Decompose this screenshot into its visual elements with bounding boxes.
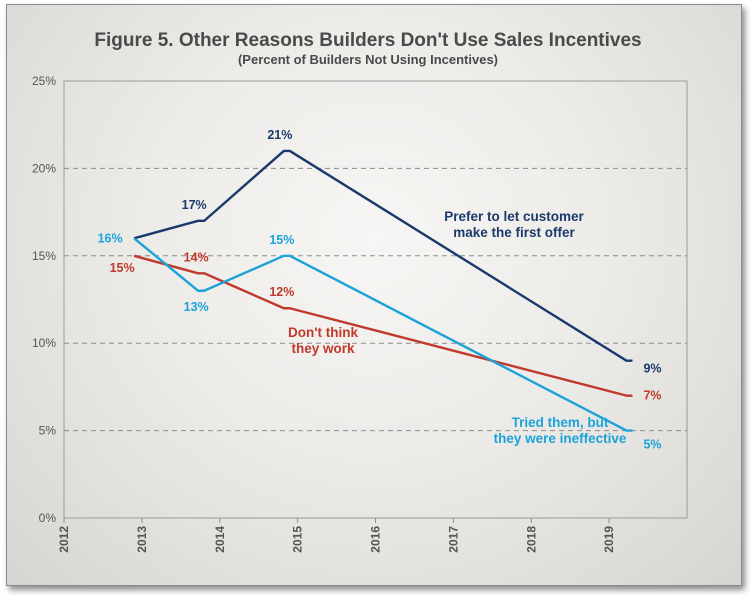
x-tick-label: 2012 (57, 526, 71, 553)
series-name-label: Don't think they work (288, 325, 358, 356)
y-tick-label: 10% (32, 336, 56, 350)
x-tick-label: 2014 (213, 526, 227, 553)
series-line-0 (133, 149, 633, 362)
data-label: 16% (98, 231, 123, 245)
series-name-label: Prefer to let customer make the first off… (444, 209, 584, 240)
y-tick-label: 5% (39, 424, 57, 438)
x-tick-label: 2016 (369, 526, 383, 553)
data-labels: 17% 21% 9% 15% 14% 12% 7% 16% 13% 15% 5% (98, 128, 662, 452)
x-tick-label: 2015 (291, 526, 305, 553)
y-tick-label: 25% (32, 74, 56, 88)
x-tick-label: 2013 (135, 526, 149, 553)
gridlines (64, 167, 687, 432)
x-tick-label: 2019 (602, 526, 616, 553)
chart-subtitle: (Percent of Builders Not Using Incentive… (238, 52, 498, 67)
data-label: 15% (269, 233, 294, 247)
series-name-label: Tried them, but they were ineffective (494, 415, 627, 446)
y-tick-label: 20% (32, 161, 56, 175)
chart-title: Figure 5. Other Reasons Builders Don't U… (94, 30, 641, 51)
data-label: 14% (184, 250, 209, 264)
chart-frame (6, 4, 742, 586)
y-tick-label: 0% (39, 511, 57, 525)
data-label: 5% (643, 438, 661, 452)
series-line-2 (133, 237, 633, 432)
data-label: 13% (184, 300, 209, 314)
series-annotations: Prefer to let customer make the first off… (288, 209, 627, 446)
y-axis: 0% 5% 10% 15% 20% 25% (32, 74, 56, 525)
data-label: 15% (110, 261, 135, 275)
series-lines (133, 149, 633, 432)
x-tick-label: 2018 (524, 526, 538, 553)
y-tick-label: 15% (32, 249, 56, 263)
data-label: 7% (643, 389, 661, 403)
series-line-1 (133, 254, 633, 397)
data-label: 17% (182, 198, 207, 212)
data-label: 12% (269, 285, 294, 299)
x-axis: 2012 2013 2014 2015 2016 2017 2018 2019 (57, 518, 616, 553)
x-tick-label: 2017 (446, 526, 460, 553)
data-label: 21% (267, 128, 292, 142)
data-label: 9% (643, 362, 661, 376)
